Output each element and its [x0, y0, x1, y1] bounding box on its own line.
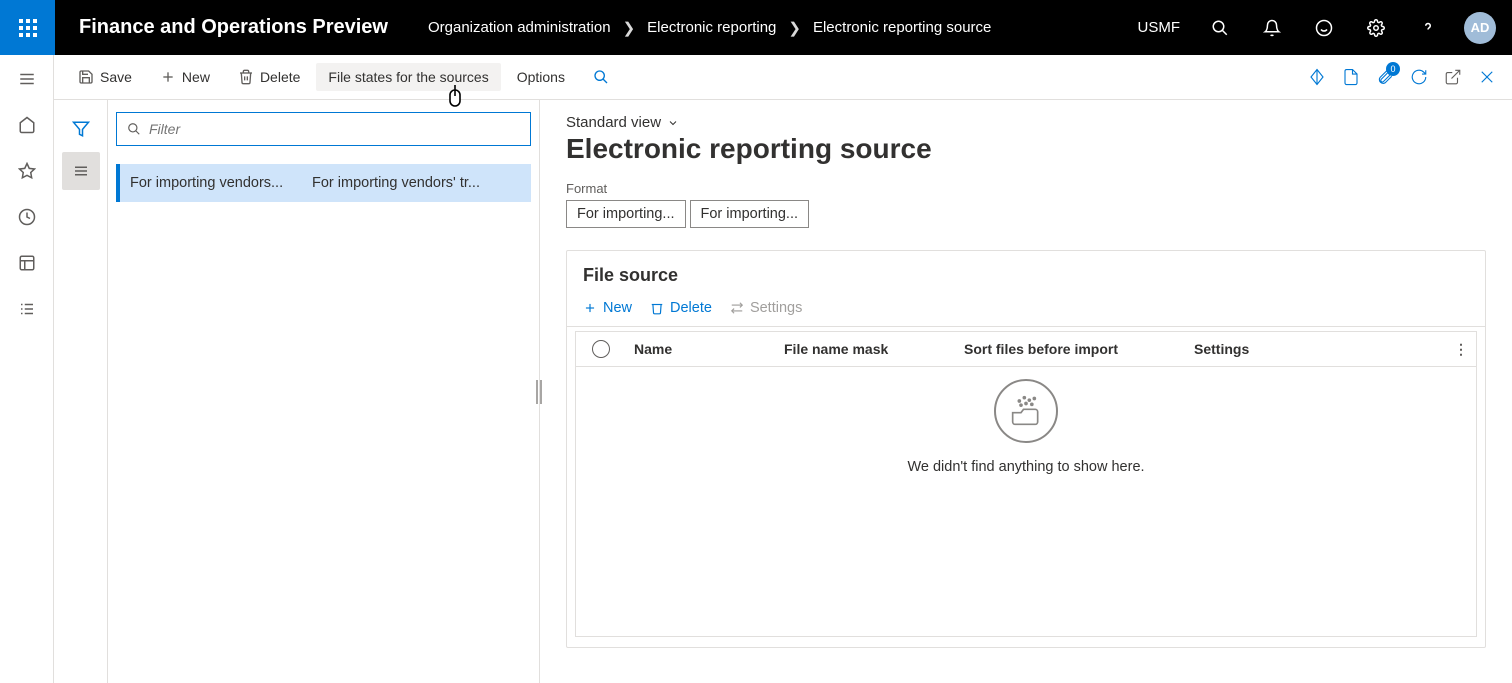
search-icon[interactable]: [1196, 0, 1244, 55]
card-new-label: New: [603, 300, 632, 316]
save-icon: [78, 69, 94, 85]
card-title: File source: [567, 251, 1485, 296]
action-bar: Save New Delete File states for the sour…: [54, 55, 1512, 100]
delete-label: Delete: [260, 69, 300, 85]
save-label: Save: [100, 69, 132, 85]
swap-icon: [730, 301, 744, 315]
save-button[interactable]: Save: [66, 63, 144, 91]
format-chip[interactable]: For importing...: [690, 200, 810, 228]
delete-button[interactable]: Delete: [226, 63, 312, 91]
app-title: Finance and Operations Preview: [55, 16, 412, 39]
col-mask[interactable]: File name mask: [776, 341, 956, 357]
plus-icon: [160, 69, 176, 85]
list-item[interactable]: For importing vendors... For importing v…: [116, 164, 531, 202]
search-action[interactable]: [581, 63, 621, 91]
close-icon[interactable]: [1478, 68, 1496, 86]
breadcrumb-item[interactable]: Electronic reporting: [647, 19, 776, 36]
new-label: New: [182, 69, 210, 85]
options-button[interactable]: Options: [505, 63, 577, 91]
file-source-card: File source New Delete Settings: [566, 250, 1486, 648]
search-icon: [593, 69, 609, 85]
hamburger-icon[interactable]: [17, 69, 37, 89]
filter-icon[interactable]: [62, 110, 100, 148]
trash-icon: [650, 301, 664, 315]
badge-count: 0: [1386, 62, 1400, 76]
splitter-handle[interactable]: [535, 380, 543, 404]
format-chips: For importing... For importing...: [566, 200, 1486, 228]
card-delete-button[interactable]: Delete: [650, 300, 712, 316]
recent-icon[interactable]: [17, 207, 37, 227]
gear-icon[interactable]: [1352, 0, 1400, 55]
chevron-right-icon: ❯: [623, 19, 636, 37]
filter-input[interactable]: [149, 121, 520, 137]
list-item-col2: For importing vendors' tr...: [312, 175, 531, 191]
more-icon[interactable]: ⋮: [1454, 341, 1468, 358]
detail-pane: Standard view Electronic reporting sourc…: [540, 100, 1512, 683]
refresh-icon[interactable]: [1410, 68, 1428, 86]
view-selector[interactable]: Standard view: [566, 114, 1486, 131]
document-icon[interactable]: [1342, 68, 1360, 86]
col-sort[interactable]: Sort files before import: [956, 341, 1186, 357]
star-icon[interactable]: [17, 161, 37, 181]
options-label: Options: [517, 69, 565, 85]
col-settings[interactable]: Settings: [1186, 341, 1476, 357]
card-toolbar: New Delete Settings: [567, 296, 1485, 327]
list-icon[interactable]: [62, 152, 100, 190]
empty-icon: [994, 379, 1058, 443]
card-new-button[interactable]: New: [583, 300, 632, 316]
top-header: Finance and Operations Preview Organizat…: [0, 0, 1512, 55]
page-title: Electronic reporting source: [566, 133, 1486, 165]
file-states-button[interactable]: File states for the sources: [316, 63, 500, 91]
side-strip: [54, 100, 108, 683]
help-icon[interactable]: [1404, 0, 1452, 55]
modules-icon[interactable]: [17, 299, 37, 319]
new-button[interactable]: New: [148, 63, 222, 91]
search-icon: [127, 122, 141, 136]
trash-icon: [238, 69, 254, 85]
company-code[interactable]: USMF: [1126, 19, 1193, 36]
bell-icon[interactable]: [1248, 0, 1296, 55]
left-rail: [0, 55, 54, 683]
col-name[interactable]: Name: [626, 341, 776, 357]
attachments-icon[interactable]: 0: [1376, 68, 1394, 86]
file-states-label: File states for the sources: [328, 69, 488, 85]
feedback-icon[interactable]: [1300, 0, 1348, 55]
breadcrumb-item[interactable]: Electronic reporting source: [813, 19, 991, 36]
home-icon[interactable]: [17, 115, 37, 135]
select-all-checkbox[interactable]: [576, 340, 626, 358]
card-settings-label: Settings: [750, 300, 802, 316]
filter-input-wrapper[interactable]: [116, 112, 531, 146]
header-right: USMF AD: [1126, 0, 1512, 55]
format-chip[interactable]: For importing...: [566, 200, 686, 228]
breadcrumb: Organization administration ❯ Electronic…: [412, 19, 1126, 37]
list-item-col1: For importing vendors...: [130, 175, 300, 191]
card-delete-label: Delete: [670, 300, 712, 316]
grid-header: Name File name mask Sort files before im…: [575, 331, 1477, 367]
breadcrumb-item[interactable]: Organization administration: [428, 19, 611, 36]
workspace-icon[interactable]: [17, 253, 37, 273]
grid-body: We didn't find anything to show here.: [575, 367, 1477, 637]
plus-icon: [583, 301, 597, 315]
empty-text: We didn't find anything to show here.: [907, 459, 1144, 475]
format-label: Format: [566, 181, 1486, 196]
list-pane: For importing vendors... For importing v…: [108, 100, 540, 683]
avatar[interactable]: AD: [1464, 12, 1496, 44]
card-settings-button: Settings: [730, 300, 802, 316]
diamond-icon[interactable]: [1308, 68, 1326, 86]
popout-icon[interactable]: [1444, 68, 1462, 86]
chevron-down-icon: [667, 117, 679, 129]
view-label: Standard view: [566, 114, 661, 131]
chevron-right-icon: ❯: [788, 19, 801, 37]
app-launcher[interactable]: [0, 0, 55, 55]
